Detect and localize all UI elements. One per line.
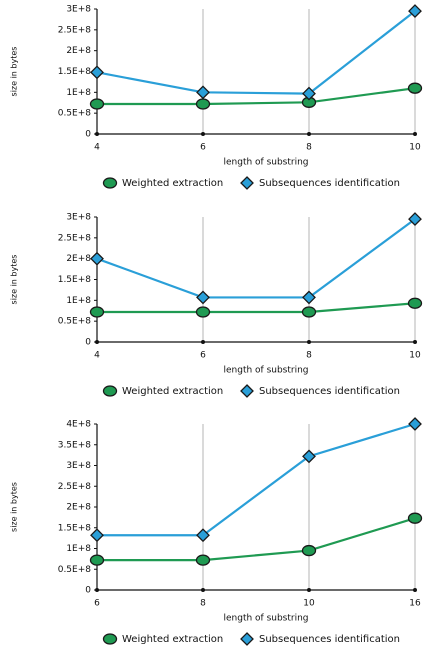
data-point [407, 297, 423, 309]
y-tick-label: 1E+8 [66, 544, 91, 554]
y-tick-label: 3E+8 [66, 461, 91, 471]
x-tick-dot [307, 132, 311, 136]
data-point [196, 85, 210, 100]
y-axis-label: size in bytes [10, 255, 19, 305]
x-tick-dot [413, 132, 417, 136]
data-point [407, 512, 423, 524]
x-axis-label: length of substring [223, 366, 308, 376]
x-tick-label: 10 [409, 351, 421, 361]
x-tick-label: 6 [94, 599, 100, 609]
y-tick-label: 0.5E+8 [58, 565, 92, 575]
data-point [408, 4, 422, 19]
x-tick-label: 4 [94, 351, 100, 361]
x-tick-label: 10 [409, 143, 421, 153]
legend-label: Subsequences identification [259, 634, 400, 645]
legend-label: Subsequences identification [259, 178, 400, 189]
y-tick-label: 0.5E+8 [58, 109, 92, 119]
y-tick-label: 2E+8 [66, 254, 91, 264]
x-tick-dot [201, 340, 205, 344]
legend-label: Weighted extraction [122, 634, 223, 645]
x-tick-dot [413, 340, 417, 344]
y-tick-label: 2.5E+8 [58, 233, 92, 243]
legend-marker [102, 385, 118, 397]
y-tick-label: 0 [85, 130, 91, 140]
x-axis-label: length of substring [223, 614, 308, 624]
legend-marker [240, 384, 254, 398]
x-tick-label: 10 [303, 599, 315, 609]
series-line [97, 87, 416, 106]
data-point [90, 251, 104, 266]
legend-marker [240, 176, 254, 190]
data-point [408, 212, 422, 227]
legend-label: Weighted extraction [122, 386, 223, 397]
y-tick-label: 1.5E+8 [58, 275, 92, 285]
data-point [302, 449, 316, 464]
data-point [195, 554, 211, 566]
x-tick-label: 8 [306, 143, 312, 153]
x-tick-dot [307, 588, 311, 592]
data-point [301, 306, 317, 318]
y-tick-label: 4E+8 [66, 420, 91, 430]
legend-marker [240, 632, 254, 646]
data-point [196, 290, 210, 305]
x-tick-label: 8 [306, 351, 312, 361]
data-point [301, 544, 317, 557]
y-axis-label: size in bytes [10, 482, 19, 532]
x-tick-dot [95, 340, 99, 344]
x-tick-dot [307, 340, 311, 344]
y-tick-label: 3.5E+8 [58, 440, 92, 450]
x-tick-label: 8 [200, 599, 206, 609]
y-tick-label: 2E+8 [66, 46, 91, 56]
data-point [195, 98, 211, 110]
y-tick-label: 1.5E+8 [58, 523, 92, 533]
data-point [89, 554, 105, 566]
y-tick-label: 3E+8 [66, 213, 91, 223]
data-point [90, 528, 104, 543]
data-point [302, 290, 316, 305]
y-tick-label: 0 [85, 338, 91, 348]
y-tick-label: 2.5E+8 [58, 482, 92, 492]
legend-label: Weighted extraction [122, 178, 223, 189]
series-line [96, 218, 416, 299]
series-line [97, 422, 416, 537]
legend-marker [102, 177, 118, 189]
data-point [89, 306, 105, 318]
data-point [407, 82, 423, 94]
x-tick-label: 4 [94, 143, 100, 153]
y-tick-label: 1E+8 [66, 296, 91, 306]
data-point [90, 65, 104, 80]
x-tick-dot [95, 588, 99, 592]
y-tick-label: 2.5E+8 [58, 25, 92, 35]
x-axis-label: length of substring [223, 158, 308, 168]
data-point [195, 306, 211, 318]
data-point [89, 98, 105, 110]
x-tick-dot [95, 132, 99, 136]
y-tick-label: 0.5E+8 [58, 317, 92, 327]
y-tick-label: 2E+8 [66, 503, 91, 513]
series-line [97, 302, 416, 314]
y-axis-label: size in bytes [10, 47, 19, 97]
x-tick-dot [413, 588, 417, 592]
legend-label: Subsequences identification [259, 386, 400, 397]
x-tick-label: 16 [409, 599, 421, 609]
x-tick-label: 6 [200, 351, 206, 361]
series-line [96, 10, 416, 95]
data-point [302, 86, 316, 101]
y-tick-label: 0 [85, 586, 91, 596]
y-tick-label: 1E+8 [66, 88, 91, 98]
x-tick-label: 6 [200, 143, 206, 153]
series-line [97, 517, 416, 562]
y-tick-label: 3E+8 [66, 5, 91, 15]
y-tick-label: 1.5E+8 [58, 67, 92, 77]
x-tick-dot [201, 132, 205, 136]
x-tick-dot [201, 588, 205, 592]
legend-marker [102, 633, 118, 645]
data-point [408, 417, 422, 431]
data-point [196, 528, 210, 543]
